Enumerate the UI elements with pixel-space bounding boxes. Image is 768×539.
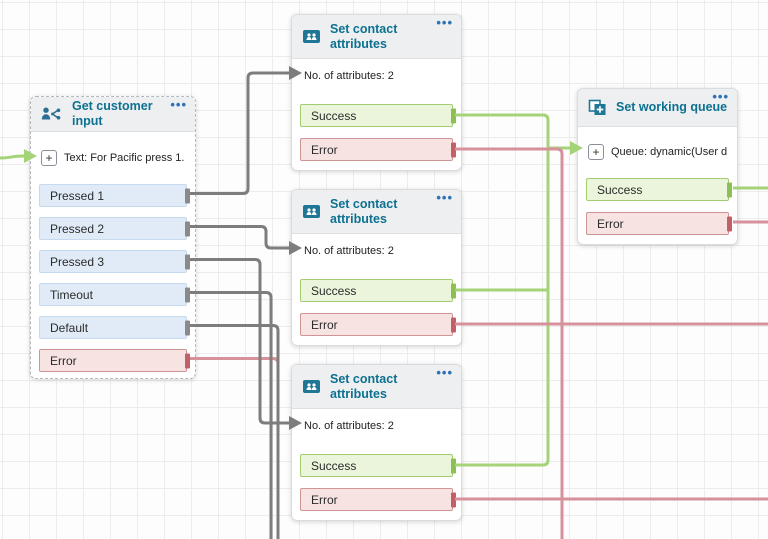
block-title: Set contact attributes: [330, 196, 398, 226]
branch-label: Pressed 1: [50, 188, 105, 203]
branch-success[interactable]: Success: [300, 104, 456, 127]
contact-attributes-icon: [303, 380, 320, 393]
connector-handle[interactable]: [185, 254, 190, 269]
wire-pressed-1: [190, 71, 289, 195]
connector-handle[interactable]: [451, 458, 456, 473]
branch-label: Success: [597, 182, 643, 197]
more-menu-icon[interactable]: •••: [712, 89, 729, 104]
block-title: Set contact attributes: [330, 371, 398, 401]
connector-handle[interactable]: [185, 221, 190, 236]
block-set-working-queue[interactable]: Set working queue ••• + Queue: dynamic(U…: [577, 88, 738, 245]
branch-default[interactable]: Default: [39, 316, 190, 339]
branch-label: Pressed 3: [50, 254, 105, 269]
branch-timeout[interactable]: Timeout: [39, 283, 190, 306]
branch-label: Success: [311, 108, 357, 123]
connector-handle[interactable]: [451, 108, 456, 123]
branch-label: Error: [50, 353, 77, 368]
connector-handle[interactable]: [185, 188, 190, 203]
wire-error-1: [190, 357, 280, 539]
branch-label: Error: [311, 492, 338, 507]
param-text: No. of attributes: 2: [304, 420, 394, 432]
contact-attributes-icon: [303, 205, 320, 218]
branch-pressed-2[interactable]: Pressed 2: [39, 217, 190, 240]
branch-error[interactable]: Error: [300, 313, 456, 336]
block-header[interactable]: Get customer input •••: [31, 97, 195, 132]
connector-handle[interactable]: [451, 142, 456, 157]
block-header[interactable]: Set contact attributes •••: [292, 15, 461, 59]
branch-label: Error: [311, 142, 338, 157]
param-row: + Queue: dynamic(User defin...: [578, 127, 737, 178]
wire-pressed-3: [190, 258, 289, 425]
block-header[interactable]: Set working queue •••: [578, 89, 737, 127]
add-icon[interactable]: +: [588, 144, 604, 160]
branch-error[interactable]: Error: [300, 488, 456, 511]
block-set-contact-attributes-1[interactable]: Set contact attributes ••• No. of attrib…: [291, 14, 462, 171]
block-title: Get customer input: [72, 99, 153, 128]
branch-error[interactable]: Error: [39, 349, 190, 372]
more-menu-icon[interactable]: •••: [436, 15, 453, 30]
connector-handle[interactable]: [727, 182, 732, 197]
wire-pressed-2: [190, 225, 289, 250]
contact-attributes-icon: [303, 30, 320, 43]
block-title: Set contact attributes: [330, 21, 398, 51]
branch-error[interactable]: Error: [300, 138, 456, 161]
branch-success[interactable]: Success: [300, 454, 456, 477]
branch-label: Timeout: [50, 287, 93, 302]
param-row: No. of attributes: 2: [292, 234, 461, 279]
param-text: No. of attributes: 2: [304, 245, 394, 257]
wire-entry: [0, 154, 25, 160]
branch-label: Success: [311, 458, 357, 473]
block-set-contact-attributes-3[interactable]: Set contact attributes ••• No. of attrib…: [291, 364, 462, 521]
branch-success[interactable]: Success: [300, 279, 456, 302]
param-row: No. of attributes: 2: [292, 59, 461, 104]
wire-default: [190, 324, 280, 539]
branch-label: Error: [311, 317, 338, 332]
more-menu-icon[interactable]: •••: [436, 365, 453, 380]
branch-label: Success: [311, 283, 357, 298]
branch-pressed-1[interactable]: Pressed 1: [39, 184, 190, 207]
block-header[interactable]: Set contact attributes •••: [292, 190, 461, 234]
block-get-customer-input[interactable]: Get customer input ••• + Text: For Pacif…: [30, 96, 196, 379]
branch-success[interactable]: Success: [586, 178, 732, 201]
wire-timeout: [190, 291, 273, 539]
param-text: No. of attributes: 2: [304, 70, 394, 82]
branch-error[interactable]: Error: [586, 212, 732, 235]
block-title: Set working queue: [616, 100, 728, 114]
connector-handle[interactable]: [451, 317, 456, 332]
working-queue-icon: [588, 99, 606, 115]
connector-handle[interactable]: [451, 283, 456, 298]
connector-handle[interactable]: [185, 287, 190, 302]
connector-handle[interactable]: [185, 320, 190, 335]
param-text: Queue: dynamic(User defin...: [611, 145, 727, 158]
wire-success-spine: [455, 113, 550, 467]
param-row: No. of attributes: 2: [292, 409, 461, 454]
more-menu-icon[interactable]: •••: [170, 97, 187, 112]
param-text: Text: For Pacific press 1. Fo...: [64, 151, 185, 164]
param-row: + Text: For Pacific press 1. Fo...: [31, 132, 195, 184]
branch-label: Default: [50, 320, 89, 335]
customer-input-icon: [41, 107, 61, 120]
connector-handle[interactable]: [451, 492, 456, 507]
branch-pressed-3[interactable]: Pressed 3: [39, 250, 190, 273]
block-set-contact-attributes-2[interactable]: Set contact attributes ••• No. of attrib…: [291, 189, 462, 346]
connector-handle[interactable]: [185, 353, 190, 368]
more-menu-icon[interactable]: •••: [436, 190, 453, 205]
branch-label: Pressed 2: [50, 221, 105, 236]
wire-error-sca1: [455, 147, 564, 539]
block-header[interactable]: Set contact attributes •••: [292, 365, 461, 409]
add-icon[interactable]: +: [41, 150, 57, 166]
branch-label: Error: [597, 216, 624, 231]
connector-handle[interactable]: [727, 216, 732, 231]
